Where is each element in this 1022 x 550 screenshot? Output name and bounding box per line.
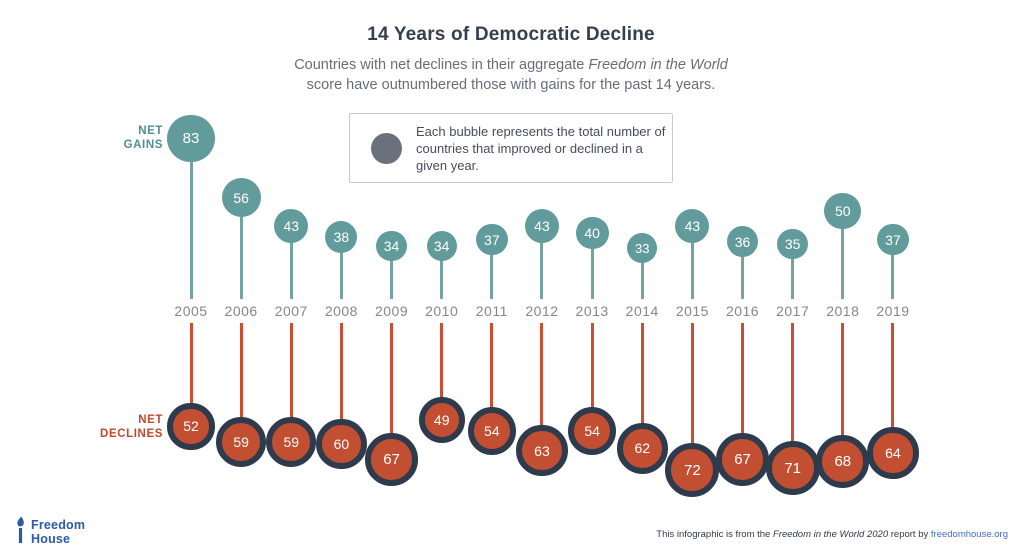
gain-stem-2014 <box>640 248 644 299</box>
year-label-2017: 2017 <box>776 303 810 319</box>
decline-stem-2019 <box>891 323 895 453</box>
attribution: This infographic is from the Freedom in … <box>656 529 1008 540</box>
year-label-2013: 2013 <box>575 303 609 319</box>
decline-stem-2013 <box>590 323 594 431</box>
decline-stem-2006 <box>239 323 243 442</box>
gain-bubble-2017: 35 <box>777 228 809 260</box>
year-label-2008: 2008 <box>324 303 358 319</box>
net-declines-label: NET DECLINES <box>100 414 163 441</box>
decline-bubble-2008: 60 <box>316 418 367 470</box>
legend-text: Each bubble represents the total number … <box>416 123 666 173</box>
page-title: 14 Years of Democratic Decline <box>367 24 655 45</box>
subtitle: Countries with net declines in their agg… <box>0 55 1022 95</box>
gain-bubble-2013: 40 <box>575 216 609 250</box>
torch-icon <box>14 516 27 549</box>
decline-bubble-2015: 72 <box>665 443 720 498</box>
gain-stem-2008 <box>339 237 343 299</box>
decline-stem-2008 <box>339 323 343 444</box>
year-label-2005: 2005 <box>174 303 208 319</box>
gain-stem-2015 <box>690 226 694 299</box>
gain-bubble-2007: 43 <box>274 209 309 244</box>
year-label-2011: 2011 <box>475 303 508 319</box>
decline-bubble-2010: 49 <box>418 396 465 443</box>
decline-bubble-2011: 54 <box>467 406 516 455</box>
subtitle-line-1: Countries with net declines in their agg… <box>294 57 728 73</box>
gain-bubble-2015: 43 <box>675 209 710 244</box>
decline-bubble-2016: 67 <box>716 433 769 486</box>
gain-stem-2017 <box>791 244 795 299</box>
decline-stem-2007 <box>289 323 293 442</box>
decline-stem-2005 <box>189 323 193 427</box>
year-label-2010: 2010 <box>425 303 459 319</box>
gain-bubble-2009: 34 <box>376 231 407 262</box>
gain-stem-2011 <box>490 239 494 299</box>
year-label-2007: 2007 <box>274 303 308 319</box>
gain-bubble-2006: 56 <box>221 178 261 218</box>
net-gains-label: NET GAINS <box>123 125 163 152</box>
logo-text: Freedom House <box>31 518 86 546</box>
decline-stem-2017 <box>791 323 795 469</box>
decline-stem-2012 <box>540 323 544 451</box>
decline-bubble-2009: 67 <box>365 433 418 486</box>
gain-stem-2019 <box>891 239 895 299</box>
gain-bubble-2014: 33 <box>627 233 658 264</box>
legend-box: Each bubble represents the total number … <box>349 113 673 183</box>
year-label-2016: 2016 <box>725 303 760 319</box>
year-label-2012: 2012 <box>525 303 559 319</box>
decline-stem-2014 <box>640 323 644 449</box>
decline-stem-2010 <box>440 323 444 420</box>
gain-stem-2018 <box>841 211 845 299</box>
decline-bubble-2013: 54 <box>568 406 617 455</box>
gain-bubble-2016: 36 <box>726 226 759 258</box>
gain-bubble-2019: 37 <box>877 223 909 256</box>
freedom-house-logo: Freedom House <box>14 516 85 549</box>
decline-bubble-2014: 62 <box>616 422 668 474</box>
decline-bubble-2005: 52 <box>167 402 215 451</box>
gain-bubble-2005: 83 <box>167 114 215 163</box>
decline-bubble-2012: 63 <box>516 424 568 477</box>
gain-bubble-2008: 38 <box>325 221 358 254</box>
decline-bubble-2017: 71 <box>765 441 820 496</box>
decline-bubble-2007: 59 <box>266 416 317 467</box>
year-label-2018: 2018 <box>826 303 860 319</box>
gain-stem-2007 <box>289 226 293 299</box>
decline-stem-2015 <box>690 323 694 471</box>
subtitle-line-2: score have outnumbered those with gains … <box>306 77 716 93</box>
year-label-2006: 2006 <box>224 303 258 319</box>
gain-bubble-2012: 43 <box>524 209 560 244</box>
gain-stem-2013 <box>590 233 594 299</box>
decline-stem-2016 <box>741 323 745 460</box>
gain-stem-2005 <box>189 138 193 299</box>
bubble-legend-icon <box>371 132 402 164</box>
decline-stem-2011 <box>490 323 494 431</box>
gain-stem-2006 <box>239 197 243 299</box>
year-label-2014: 2014 <box>625 303 659 319</box>
gain-stem-2010 <box>440 246 444 299</box>
gain-bubble-2018: 50 <box>824 192 862 230</box>
gain-bubble-2011: 37 <box>476 223 508 256</box>
decline-bubble-2006: 59 <box>216 416 267 467</box>
year-label-2015: 2015 <box>675 303 709 319</box>
year-label-2019: 2019 <box>876 303 910 319</box>
decline-stem-2009 <box>390 323 394 460</box>
gain-bubble-2010: 34 <box>426 231 457 262</box>
gain-stem-2009 <box>390 246 394 299</box>
decline-stem-2018 <box>841 323 845 462</box>
decline-bubble-2018: 68 <box>816 435 870 489</box>
freedomhouse-link[interactable]: freedomhouse.org <box>930 529 1008 540</box>
decline-bubble-2019: 64 <box>867 427 919 479</box>
gain-stem-2016 <box>741 241 745 299</box>
year-label-2009: 2009 <box>374 303 409 319</box>
gain-stem-2012 <box>540 226 544 299</box>
